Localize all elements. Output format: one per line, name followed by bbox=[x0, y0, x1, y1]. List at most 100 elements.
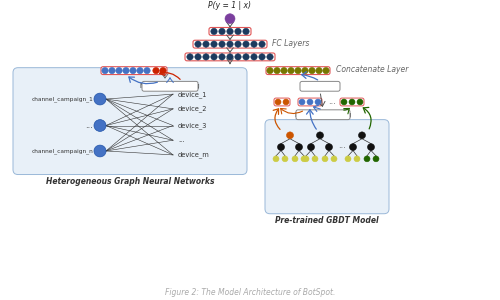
Circle shape bbox=[102, 68, 108, 74]
Circle shape bbox=[303, 156, 309, 162]
Circle shape bbox=[282, 156, 288, 162]
Circle shape bbox=[211, 28, 217, 34]
Circle shape bbox=[315, 99, 321, 105]
Circle shape bbox=[373, 156, 379, 162]
Circle shape bbox=[273, 156, 279, 162]
Circle shape bbox=[307, 99, 313, 105]
Circle shape bbox=[322, 156, 328, 162]
Circle shape bbox=[326, 144, 332, 151]
Circle shape bbox=[187, 54, 193, 60]
Circle shape bbox=[116, 68, 122, 74]
FancyBboxPatch shape bbox=[142, 81, 198, 91]
Circle shape bbox=[274, 68, 280, 74]
Circle shape bbox=[350, 144, 356, 151]
Circle shape bbox=[243, 41, 249, 47]
Circle shape bbox=[259, 54, 265, 60]
Circle shape bbox=[251, 41, 257, 47]
Text: ...: ... bbox=[338, 141, 346, 150]
Text: Leaf embedding: Leaf embedding bbox=[295, 112, 351, 118]
FancyBboxPatch shape bbox=[13, 68, 247, 175]
Text: device_3: device_3 bbox=[178, 122, 208, 129]
FancyBboxPatch shape bbox=[266, 67, 330, 74]
Circle shape bbox=[227, 54, 233, 60]
Circle shape bbox=[259, 41, 265, 47]
Circle shape bbox=[227, 41, 233, 47]
FancyBboxPatch shape bbox=[340, 98, 364, 106]
Text: channel_campaign_n: channel_campaign_n bbox=[31, 148, 93, 154]
Circle shape bbox=[251, 54, 257, 60]
Circle shape bbox=[302, 68, 308, 74]
FancyBboxPatch shape bbox=[193, 40, 267, 48]
Circle shape bbox=[286, 132, 294, 139]
Circle shape bbox=[235, 41, 241, 47]
Circle shape bbox=[203, 41, 209, 47]
FancyBboxPatch shape bbox=[265, 120, 389, 214]
Circle shape bbox=[358, 132, 366, 139]
Circle shape bbox=[94, 93, 106, 105]
Circle shape bbox=[296, 144, 302, 151]
Text: device_2: device_2 bbox=[178, 106, 208, 112]
FancyBboxPatch shape bbox=[298, 98, 322, 106]
Circle shape bbox=[235, 28, 241, 34]
Circle shape bbox=[323, 68, 329, 74]
Text: Figure 2: The Model Architecture of BotSpot.: Figure 2: The Model Architecture of BotS… bbox=[165, 288, 335, 297]
Text: device_m: device_m bbox=[178, 152, 210, 158]
Circle shape bbox=[94, 120, 106, 131]
Circle shape bbox=[219, 28, 225, 34]
Circle shape bbox=[292, 156, 298, 162]
Circle shape bbox=[331, 156, 337, 162]
FancyBboxPatch shape bbox=[296, 110, 350, 120]
Text: Concatenate Layer: Concatenate Layer bbox=[336, 65, 408, 74]
Circle shape bbox=[312, 156, 318, 162]
Circle shape bbox=[195, 54, 201, 60]
Circle shape bbox=[295, 68, 301, 74]
Circle shape bbox=[281, 68, 287, 74]
Text: P(y = 1 | x): P(y = 1 | x) bbox=[208, 1, 252, 10]
Text: Node embedding: Node embedding bbox=[140, 83, 200, 89]
Circle shape bbox=[227, 28, 233, 34]
Circle shape bbox=[308, 144, 314, 151]
FancyBboxPatch shape bbox=[209, 28, 251, 35]
Circle shape bbox=[123, 68, 129, 74]
Circle shape bbox=[153, 68, 159, 74]
Circle shape bbox=[109, 68, 115, 74]
Circle shape bbox=[94, 145, 106, 157]
Circle shape bbox=[267, 54, 273, 60]
Circle shape bbox=[364, 156, 370, 162]
Circle shape bbox=[301, 156, 307, 162]
Text: channel_campaign_1: channel_campaign_1 bbox=[31, 96, 93, 102]
Text: Heterogeneous Graph Neural Networks: Heterogeneous Graph Neural Networks bbox=[46, 177, 214, 186]
Circle shape bbox=[211, 41, 217, 47]
Circle shape bbox=[160, 68, 166, 74]
FancyBboxPatch shape bbox=[185, 53, 275, 61]
Circle shape bbox=[130, 68, 136, 74]
Circle shape bbox=[243, 54, 249, 60]
Circle shape bbox=[368, 144, 374, 151]
Circle shape bbox=[203, 54, 209, 60]
Circle shape bbox=[354, 156, 360, 162]
Circle shape bbox=[195, 41, 201, 47]
Circle shape bbox=[137, 68, 143, 74]
Circle shape bbox=[278, 144, 284, 151]
Circle shape bbox=[243, 28, 249, 34]
Text: ...: ... bbox=[328, 98, 336, 106]
Circle shape bbox=[275, 99, 281, 105]
Text: Average: Average bbox=[306, 83, 334, 89]
Circle shape bbox=[316, 68, 322, 74]
Circle shape bbox=[341, 99, 347, 105]
Circle shape bbox=[288, 68, 294, 74]
Text: ...: ... bbox=[178, 137, 184, 143]
Circle shape bbox=[144, 68, 150, 74]
Circle shape bbox=[219, 41, 225, 47]
FancyBboxPatch shape bbox=[101, 67, 167, 74]
Circle shape bbox=[235, 54, 241, 60]
FancyBboxPatch shape bbox=[300, 81, 340, 91]
Circle shape bbox=[349, 99, 355, 105]
Circle shape bbox=[219, 54, 225, 60]
Circle shape bbox=[316, 132, 324, 139]
Text: device_1: device_1 bbox=[178, 91, 208, 98]
Circle shape bbox=[345, 156, 351, 162]
Circle shape bbox=[299, 99, 305, 105]
Text: FC Layers: FC Layers bbox=[272, 39, 310, 48]
Text: Pre-trained GBDT Model: Pre-trained GBDT Model bbox=[275, 216, 379, 225]
